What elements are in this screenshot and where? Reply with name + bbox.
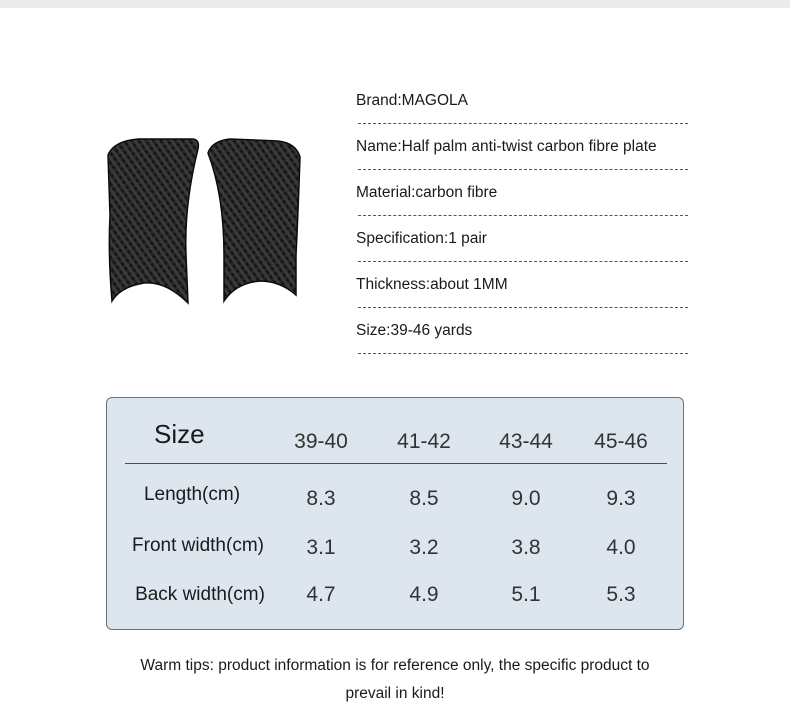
row-label-length: Length(cm)	[143, 484, 241, 505]
dashed-divider	[358, 215, 688, 216]
length-45-46: 9.3	[606, 487, 636, 510]
left-plate	[107, 138, 200, 305]
front-width-41-42: 3.2	[409, 536, 439, 559]
row-label-front-width: Front width(cm)	[132, 535, 264, 556]
back-width-39-40: 4.7	[306, 583, 336, 606]
header-divider	[125, 463, 667, 464]
spec-row-specification: Specification:1 pair	[354, 224, 688, 270]
length-39-40: 8.3	[306, 487, 336, 510]
spec-size: Size:39-46 yards	[356, 322, 473, 339]
size-chart-panel: Size 39-40 41-42 43-44 45-46 Length(cm) …	[106, 397, 684, 630]
warm-tips-line-1: Warm tips: product information is for re…	[140, 657, 650, 674]
size-header-41-42: 41-42	[397, 430, 451, 453]
size-header-45-46: 45-46	[594, 430, 648, 453]
size-header-43-44: 43-44	[499, 430, 553, 453]
spec-material: Material:carbon fibre	[356, 184, 498, 201]
length-41-42: 8.5	[409, 487, 439, 510]
spec-specification: Specification:1 pair	[356, 230, 487, 247]
dashed-divider	[358, 261, 688, 262]
right-plate	[207, 138, 301, 304]
spec-row-material: Material:carbon fibre	[354, 178, 688, 224]
front-width-43-44: 3.8	[511, 536, 541, 559]
spec-row-thickness: Thickness:about 1MM	[354, 270, 688, 316]
front-width-39-40: 3.1	[306, 536, 336, 559]
spec-thickness: Thickness:about 1MM	[356, 276, 508, 293]
spec-name: Name:Half palm anti-twist carbon fibre p…	[356, 138, 657, 155]
dashed-divider	[358, 353, 688, 354]
size-chart-title: Size	[154, 419, 205, 449]
back-width-43-44: 5.1	[511, 583, 541, 606]
length-43-44: 9.0	[511, 487, 541, 510]
back-width-41-42: 4.9	[409, 583, 439, 606]
spec-list: Brand:MAGOLA Name:Half palm anti-twist c…	[354, 86, 688, 362]
front-width-45-46: 4.0	[606, 536, 636, 559]
dashed-divider	[358, 307, 688, 308]
top-strip	[0, 0, 790, 8]
dashed-divider	[358, 169, 688, 170]
dashed-divider	[358, 123, 688, 124]
spec-row-size: Size:39-46 yards	[354, 316, 688, 362]
warm-tips-line-2: prevail in kind!	[345, 685, 445, 702]
back-width-45-46: 5.3	[606, 583, 636, 606]
row-label-back-width: Back width(cm)	[135, 584, 265, 605]
spec-brand: Brand:MAGOLA	[356, 92, 468, 109]
spec-row-name: Name:Half palm anti-twist carbon fibre p…	[354, 132, 688, 178]
warm-tips: Warm tips: product information is for re…	[110, 652, 680, 708]
size-header-39-40: 39-40	[294, 430, 348, 453]
spec-row-brand: Brand:MAGOLA	[354, 86, 688, 132]
product-image	[107, 138, 301, 305]
